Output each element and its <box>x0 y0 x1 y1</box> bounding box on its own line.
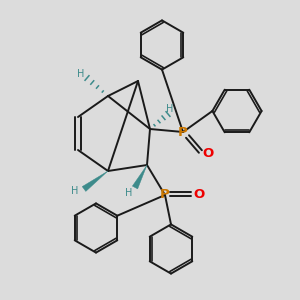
Text: O: O <box>202 147 213 160</box>
Text: H: H <box>71 185 79 196</box>
Text: P: P <box>178 125 188 139</box>
Text: H: H <box>77 69 84 80</box>
Text: H: H <box>166 103 173 114</box>
Polygon shape <box>82 171 108 191</box>
Text: P: P <box>160 188 170 202</box>
Polygon shape <box>132 165 147 189</box>
Text: O: O <box>194 188 205 202</box>
Text: H: H <box>125 188 132 198</box>
